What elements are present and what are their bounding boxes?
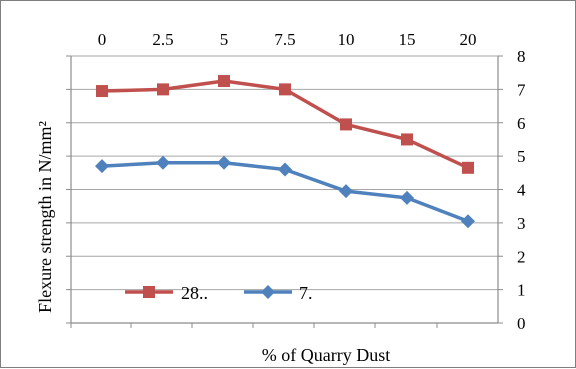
y-tick-label: 4: [517, 181, 526, 200]
data-point: [95, 159, 109, 174]
y-tick-label: 2: [517, 247, 526, 266]
data-point: [279, 83, 291, 96]
data-point: [400, 190, 414, 205]
data-point: [462, 161, 474, 174]
legend-item: 7.: [244, 283, 313, 303]
y-tick-label: 5: [517, 147, 526, 166]
data-point: [217, 155, 231, 170]
series-1: [95, 155, 475, 229]
y-tick-label: 6: [517, 114, 526, 133]
y-tick-label: 1: [517, 281, 526, 300]
legend-label: 28..: [181, 283, 208, 303]
x-tick-label: 2.5: [152, 30, 173, 49]
x-tick-label: 10: [338, 30, 355, 49]
data-point: [96, 85, 108, 98]
y-axis-label: Flexure strength in N/mm²: [35, 121, 55, 313]
series-0: [96, 75, 474, 174]
x-tick-label: 5: [220, 30, 229, 49]
x-tick-label: 7.5: [274, 30, 295, 49]
data-point: [156, 155, 170, 170]
y-tick-label: 0: [517, 314, 526, 333]
data-point: [218, 75, 230, 88]
legend-label: 7.: [299, 283, 313, 303]
y-tick-label: 7: [517, 80, 526, 99]
legend-item: 28..: [125, 283, 208, 303]
y-tick-label: 8: [517, 47, 526, 66]
y-tick-labels: 0 1 2 3 4 5 6 7 8: [517, 47, 526, 333]
x-tick-label: 20: [460, 30, 477, 49]
legend-swatch-marker: [143, 286, 155, 298]
legend-swatch-marker: [261, 285, 275, 299]
axes: [66, 55, 503, 328]
data-point: [157, 83, 169, 96]
data-point: [461, 214, 475, 229]
data-point: [339, 184, 353, 199]
y-tick-label: 3: [517, 214, 526, 233]
x-axis-label: % of Quarry Dust: [262, 345, 390, 365]
x-tick-label: 15: [399, 30, 416, 49]
x-tick-labels: 0 2.5 5 7.5 10 15 20: [98, 30, 477, 49]
legend: 28.. 7.: [125, 283, 313, 303]
data-point: [340, 118, 352, 131]
data-point: [278, 162, 292, 177]
data-point: [401, 133, 413, 146]
x-tick-label: 0: [98, 30, 107, 49]
series-group: [95, 75, 475, 229]
